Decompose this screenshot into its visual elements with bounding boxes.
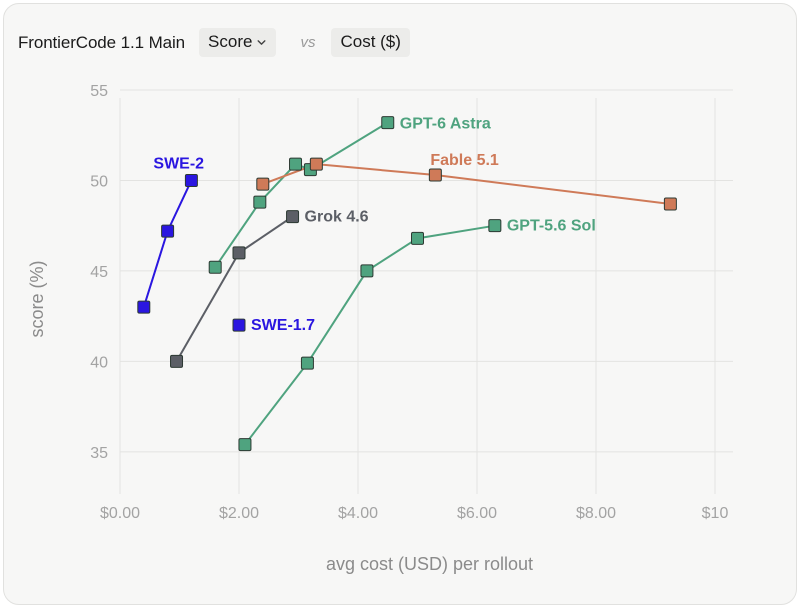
data-point: [381, 116, 395, 130]
data-point: [256, 177, 270, 191]
chevron-down-icon: [257, 39, 266, 45]
x-tick-label: $2.00: [219, 505, 259, 522]
y-tick-label: 55: [90, 83, 108, 100]
data-point: [137, 300, 151, 314]
data-point: [428, 168, 442, 182]
series-line: [262, 163, 671, 205]
benchmark-title: FrontierCode 1.1 Main: [18, 32, 186, 52]
series-label: GPT-6 Astra: [400, 116, 491, 133]
series-line: [142, 180, 193, 308]
x-axis-title: avg cost (USD) per rollout: [326, 554, 533, 574]
series-label: Fable 5.1: [430, 152, 499, 169]
x-tick-label: $8.00: [576, 505, 616, 522]
data-point: [289, 157, 303, 171]
y-metric-label: Score: [208, 32, 253, 51]
data-point: [300, 356, 314, 370]
series-line: [244, 224, 496, 446]
data-point: [488, 219, 502, 233]
chart-toolbar: FrontierCode 1.1 Main Score vs Cost ($): [18, 28, 410, 57]
x-tick-label: $4.00: [338, 505, 378, 522]
data-point: [161, 224, 175, 238]
y-tick-label: 40: [90, 354, 108, 371]
y-tick-label: 50: [90, 173, 108, 190]
data-point: [232, 246, 246, 260]
x-tick-label: $6.00: [457, 505, 497, 522]
data-point: [238, 438, 252, 452]
x-tick-label: $10: [702, 505, 729, 522]
x-metric-label: Cost ($): [340, 32, 401, 51]
data-point: [184, 173, 198, 187]
series-label: SWE-2: [153, 155, 204, 172]
y-tick-label: 35: [90, 445, 108, 462]
data-point: [253, 195, 267, 209]
data-point: [170, 354, 184, 368]
y-axis-title: score (%): [27, 260, 47, 337]
y-metric-dropdown[interactable]: Score: [199, 28, 277, 57]
x-tick-label: $0.00: [100, 505, 140, 522]
data-point: [286, 210, 300, 224]
data-point: [309, 157, 323, 171]
series-label: Grok 4.6: [305, 209, 369, 226]
chart-card: FrontierCode 1.1 Main Score vs Cost ($): [3, 3, 797, 605]
x-metric-selector[interactable]: Cost ($): [331, 28, 410, 57]
vs-separator: vs: [300, 34, 316, 51]
series-line: [214, 121, 389, 268]
data-point: [411, 231, 424, 245]
series-label: GPT-5.6 Sol: [507, 218, 596, 235]
y-tick-label: 45: [90, 264, 108, 281]
data-point: [360, 264, 374, 278]
data-point: [663, 197, 677, 211]
data-point: [232, 318, 246, 332]
series-label: SWE-1.7: [251, 317, 315, 334]
data-point: [208, 260, 222, 274]
